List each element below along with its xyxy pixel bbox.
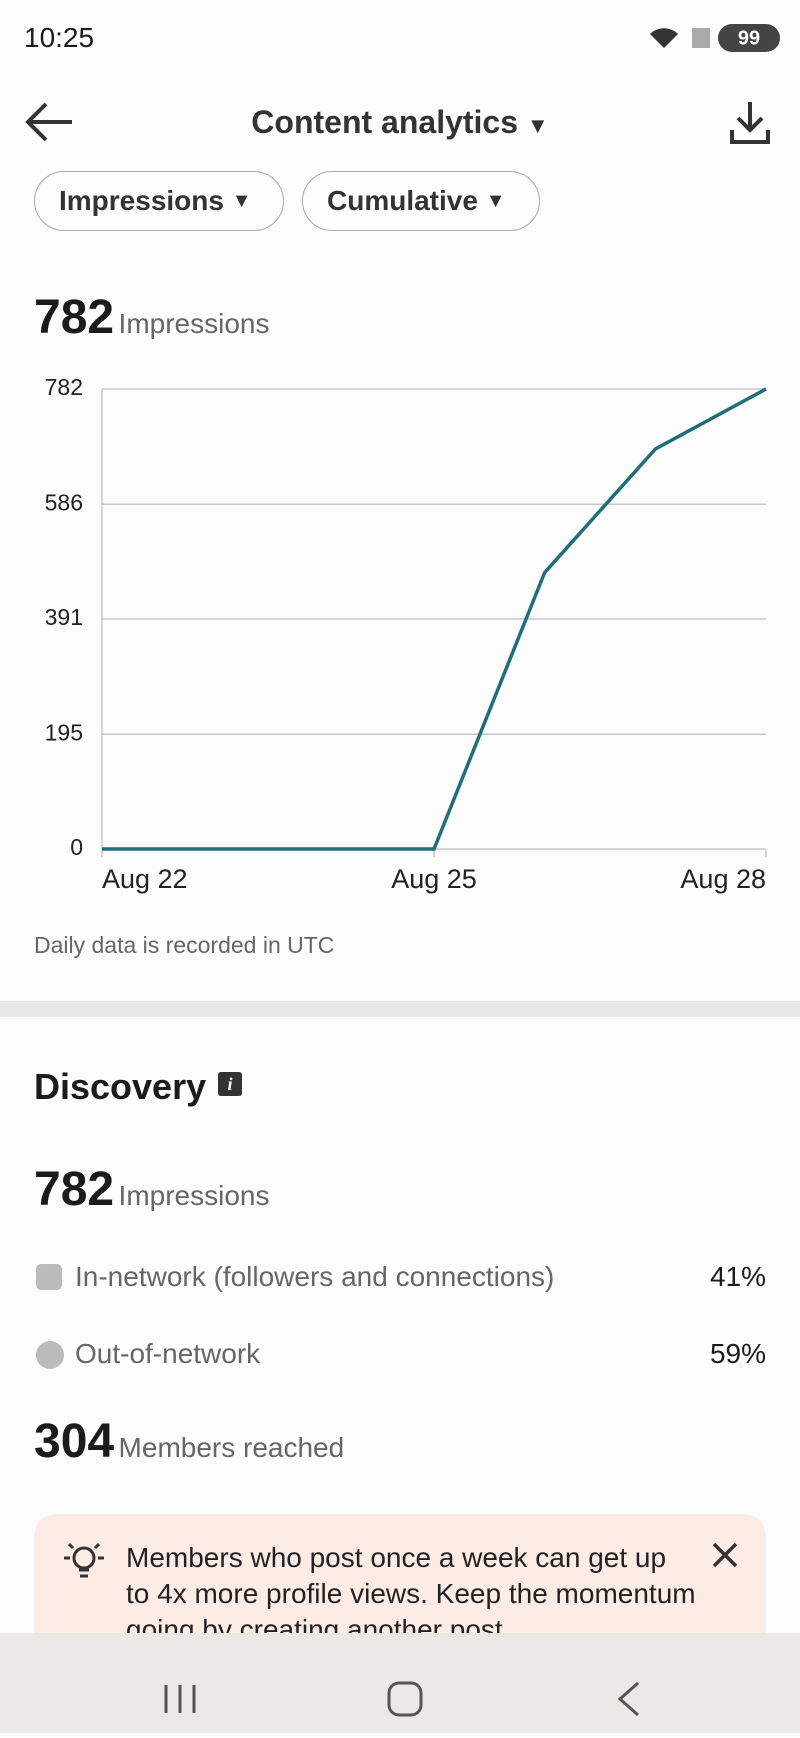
network-icon — [36, 1264, 62, 1290]
divider — [0, 1001, 800, 1017]
info-icon[interactable]: i — [218, 1072, 242, 1096]
x-tick-label: Aug 25 — [391, 864, 477, 894]
impressions-label: Impressions — [118, 1180, 270, 1211]
tip-text: Members who post once a week can get up … — [126, 1542, 696, 1645]
chart-note: Daily data is recorded in UTC — [34, 932, 335, 958]
nav-bar — [0, 1633, 800, 1733]
globe-icon — [36, 1341, 64, 1369]
x-tick-label: Aug 28 — [680, 864, 766, 894]
chart: 0 195 391 586 782 Aug 22 Aug 25 Aug 28 — [45, 374, 767, 894]
members: 304 Members reached — [34, 1414, 344, 1469]
back-button[interactable] — [24, 100, 76, 144]
status-icons: 99 — [650, 24, 780, 52]
filter-label: Cumulative — [327, 185, 478, 216]
row-label: Out-of-network — [75, 1338, 261, 1369]
section-title: Discovery — [34, 1066, 207, 1107]
page-title[interactable]: Content analytics ▼ — [251, 104, 549, 140]
summary-value: 782 — [34, 291, 115, 344]
y-tick-label: 0 — [70, 834, 83, 860]
mode-filter[interactable]: Cumulative ▼ — [302, 171, 540, 231]
row-value: 59% — [709, 1338, 766, 1369]
y-tick-label: 391 — [45, 604, 83, 630]
row-value: 41% — [709, 1261, 766, 1292]
x-tick-label: Aug 22 — [102, 864, 188, 894]
y-tick-label: 782 — [45, 374, 83, 400]
summary-label: Impressions — [118, 308, 270, 339]
members-label: Members reached — [118, 1432, 345, 1463]
battery: 99 — [738, 27, 760, 49]
bulb-icon — [64, 1542, 104, 1578]
row-label: In-network (followers and connections) — [75, 1261, 555, 1292]
download-button[interactable] — [728, 100, 772, 146]
metric-filter[interactable]: Impressions ▼ — [34, 171, 284, 231]
impressions: 782 Impressions — [34, 1162, 269, 1217]
status-time: 10:25 — [24, 22, 95, 53]
impressions-value: 782 — [34, 1163, 115, 1216]
summary: 782 Impressions — [34, 290, 269, 345]
members-value: 304 — [34, 1415, 115, 1468]
filter-label: Impressions — [59, 185, 224, 216]
y-tick-label: 586 — [45, 489, 83, 515]
y-tick-label: 195 — [45, 719, 83, 745]
title-text: Content analytics — [251, 104, 519, 140]
line — [102, 387, 767, 851]
nav-icons — [164, 1681, 639, 1717]
close-tip[interactable] — [712, 1542, 738, 1568]
